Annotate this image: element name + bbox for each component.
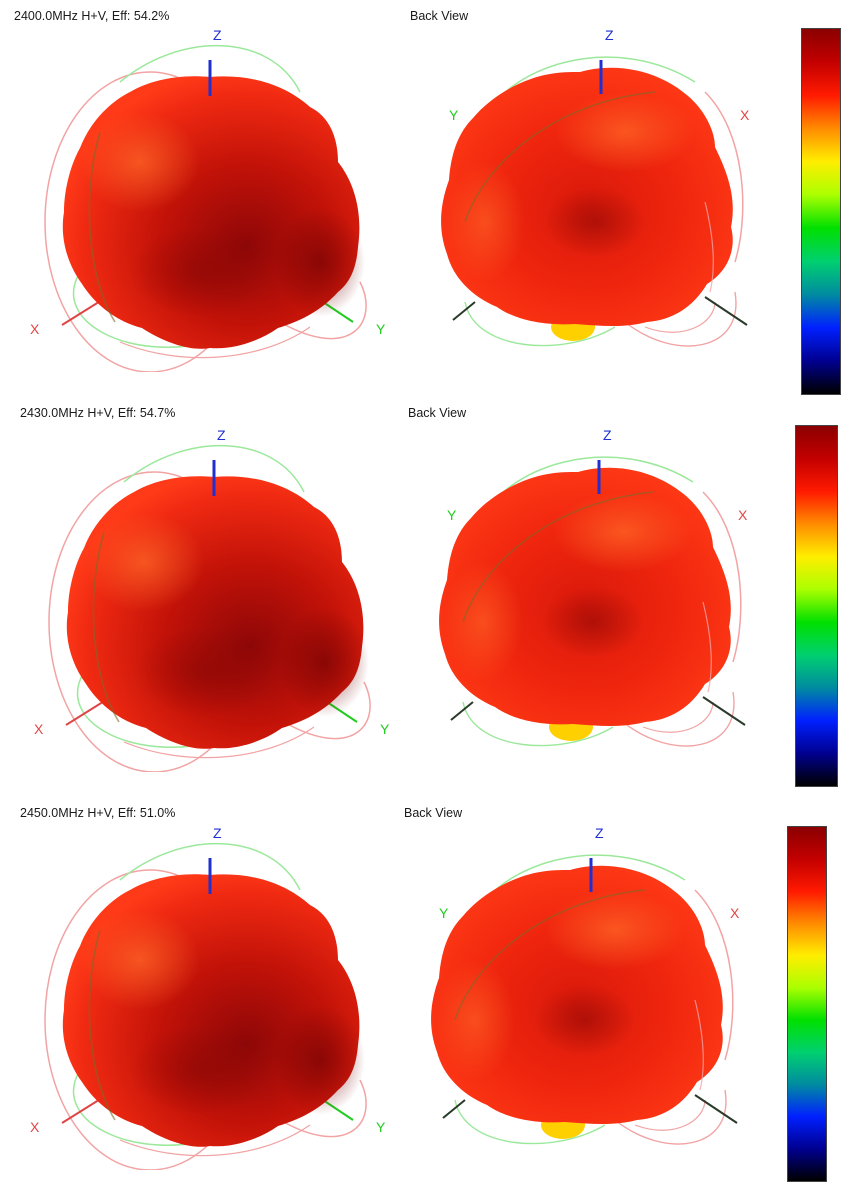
- x-axis-label: X: [34, 721, 44, 737]
- back-view-3d-pattern: Z Y X: [431, 825, 740, 1145]
- y-axis-label: Y: [449, 107, 459, 123]
- z-axis-label: Z: [213, 27, 222, 43]
- x-axis-label: X: [740, 107, 750, 123]
- x-axis-label: X: [730, 905, 740, 921]
- color-scale-bar: [787, 826, 827, 1182]
- z-axis-label: Z: [595, 825, 604, 841]
- z-axis-label: Z: [213, 825, 222, 841]
- back-view-title: Back View: [404, 806, 463, 820]
- y-axis-label: Y: [380, 721, 390, 737]
- front-view-title: 2430.0MHz H+V, Eff: 54.7%: [20, 406, 176, 420]
- y-axis-label: Y: [376, 321, 386, 337]
- back-view-title: Back View: [408, 406, 467, 420]
- x-axis-label: X: [30, 1119, 40, 1135]
- x-axis-label: X: [738, 507, 748, 523]
- front-view-3d-pattern: Z X Y: [30, 825, 386, 1170]
- front-view-3d-pattern: Z X Y: [30, 27, 386, 372]
- color-scale-bar: [801, 28, 841, 395]
- y-axis-label: Y: [439, 905, 449, 921]
- z-axis-label: Z: [603, 427, 612, 443]
- y-axis-label: Y: [447, 507, 457, 523]
- color-scale-bar: [795, 425, 838, 787]
- back-view-3d-pattern: Z Y X: [439, 427, 748, 747]
- x-axis-label: X: [30, 321, 40, 337]
- back-view-title: Back View: [410, 9, 469, 23]
- front-view-3d-pattern: Z X Y: [34, 427, 390, 772]
- y-axis-label: Y: [376, 1119, 386, 1135]
- z-axis-label: Z: [605, 27, 614, 43]
- back-view-3d-pattern: Z Y X: [441, 27, 750, 347]
- front-view-title: 2400.0MHz H+V, Eff: 54.2%: [14, 9, 170, 23]
- z-axis-label: Z: [217, 427, 226, 443]
- front-view-title: 2450.0MHz H+V, Eff: 51.0%: [20, 806, 176, 820]
